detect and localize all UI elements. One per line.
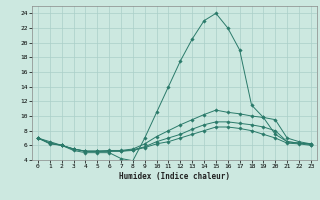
X-axis label: Humidex (Indice chaleur): Humidex (Indice chaleur) [119, 172, 230, 181]
